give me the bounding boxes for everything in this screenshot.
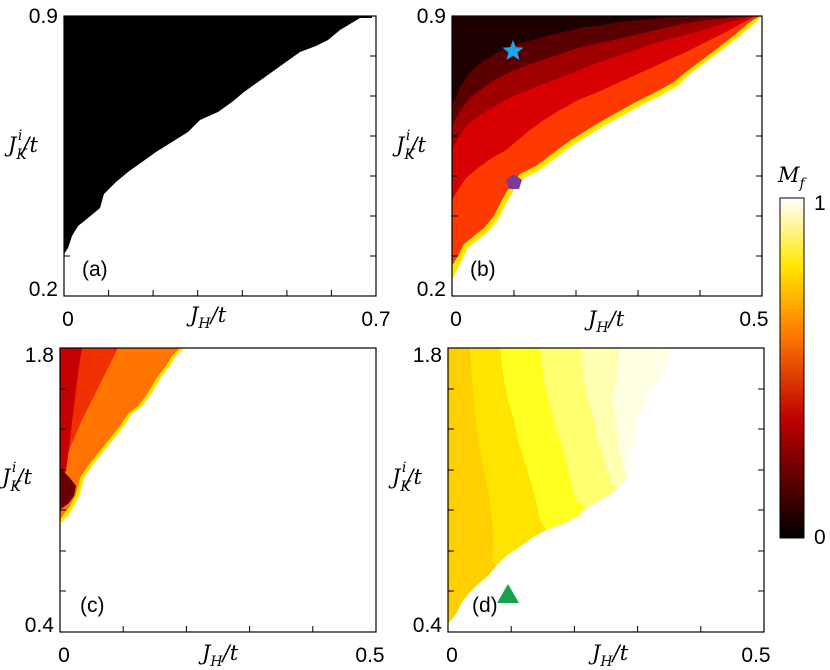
panel-c-level-4 — [60, 466, 76, 510]
panel-c-xtick-right: 0.5 — [355, 644, 384, 667]
svg-text:JH/t: JH/t — [198, 641, 239, 670]
panel-a-ordered-region — [64, 16, 372, 272]
panel-c: 1.8 0.4 0 0.5 (c) JKi/t JH/t — [0, 344, 385, 670]
svg-text:JH/t: JH/t — [584, 307, 625, 336]
panel-c-ytick-top: 1.8 — [25, 344, 54, 367]
panel-c-tag: (c) — [80, 594, 105, 617]
panel-d-ticks — [448, 388, 764, 632]
pentagon-marker — [506, 174, 522, 189]
star-marker — [502, 40, 524, 60]
panel-d-ylabel: JKi/t — [388, 460, 422, 495]
panel-c-ytick-bottom: 0.4 — [25, 614, 55, 637]
svg-text:JKi/t: JKi/t — [388, 460, 422, 495]
panel-c-xlabel: JH/t — [198, 641, 239, 670]
panel-d-level-6 — [612, 348, 670, 480]
svg-text:JKi/t: JKi/t — [392, 128, 426, 163]
colorbar-title: Mf — [777, 163, 808, 192]
panel-b-ticks — [452, 55, 762, 296]
panel-a-ytick-bottom: 0.2 — [29, 278, 58, 301]
panel-b-xtick-right: 0.5 — [739, 308, 768, 331]
panel-d-ytick-bottom: 0.4 — [413, 614, 443, 637]
panel-a-ylabel: JKi/t — [4, 128, 38, 163]
panel-d-tag: (d) — [472, 594, 498, 617]
panel-b-ytick-top: 0.9 — [417, 5, 446, 28]
svg-text:JH/t: JH/t — [588, 641, 629, 670]
panel-d-ytick-top: 1.8 — [413, 344, 442, 367]
panel-c-ticks — [60, 388, 314, 632]
panel-a-ytick-top: 0.9 — [29, 5, 58, 28]
panel-a-tag: (a) — [82, 258, 108, 281]
svg-text:JH/t: JH/t — [186, 303, 227, 332]
panel-b-tag: (b) — [470, 258, 496, 281]
colorbar-min-label: 0 — [814, 526, 826, 549]
panel-b-level-5 — [452, 16, 700, 104]
panel-a-xtick-left: 0 — [62, 308, 74, 331]
svg-text:JKi/t: JKi/t — [4, 128, 38, 163]
panel-a: 0.9 0.2 0 0.7 (a) JKi/t JH/t — [4, 5, 391, 332]
panel-b-ylabel: JKi/t — [392, 128, 426, 163]
panel-b-ytick-bottom: 0.2 — [417, 278, 446, 301]
panel-c-xtick-left: 0 — [58, 644, 70, 667]
panel-c-level-3 — [60, 348, 82, 492]
panel-a-xlabel: JH/t — [186, 303, 227, 332]
panel-b-xtick-left: 0 — [450, 308, 462, 331]
panel-b: 0.9 0.2 0 0.5 (b) JKi/t JH/t — [392, 5, 769, 336]
colorbar-gradient — [779, 197, 805, 539]
colorbar: 1 0 Mf — [777, 163, 826, 549]
panel-d-xtick-left: 0 — [446, 644, 458, 667]
panel-d-xtick-right: 0.5 — [741, 644, 770, 667]
panel-d-xlabel: JH/t — [588, 641, 629, 670]
panel-b-level-4 — [452, 16, 746, 126]
svg-text:Mf: Mf — [777, 163, 808, 192]
panel-d: 1.8 0.4 0 0.5 (d) JKi/t JH/t — [388, 344, 771, 670]
svg-text:JKi/t: JKi/t — [0, 460, 32, 495]
triangle-marker — [497, 584, 519, 603]
panel-c-ylabel: JKi/t — [0, 460, 32, 495]
panel-a-xtick-right: 0.7 — [361, 308, 390, 331]
panel-b-xlabel: JH/t — [584, 307, 625, 336]
panel-a-ticks — [64, 55, 376, 296]
colorbar-max-label: 1 — [814, 192, 826, 215]
